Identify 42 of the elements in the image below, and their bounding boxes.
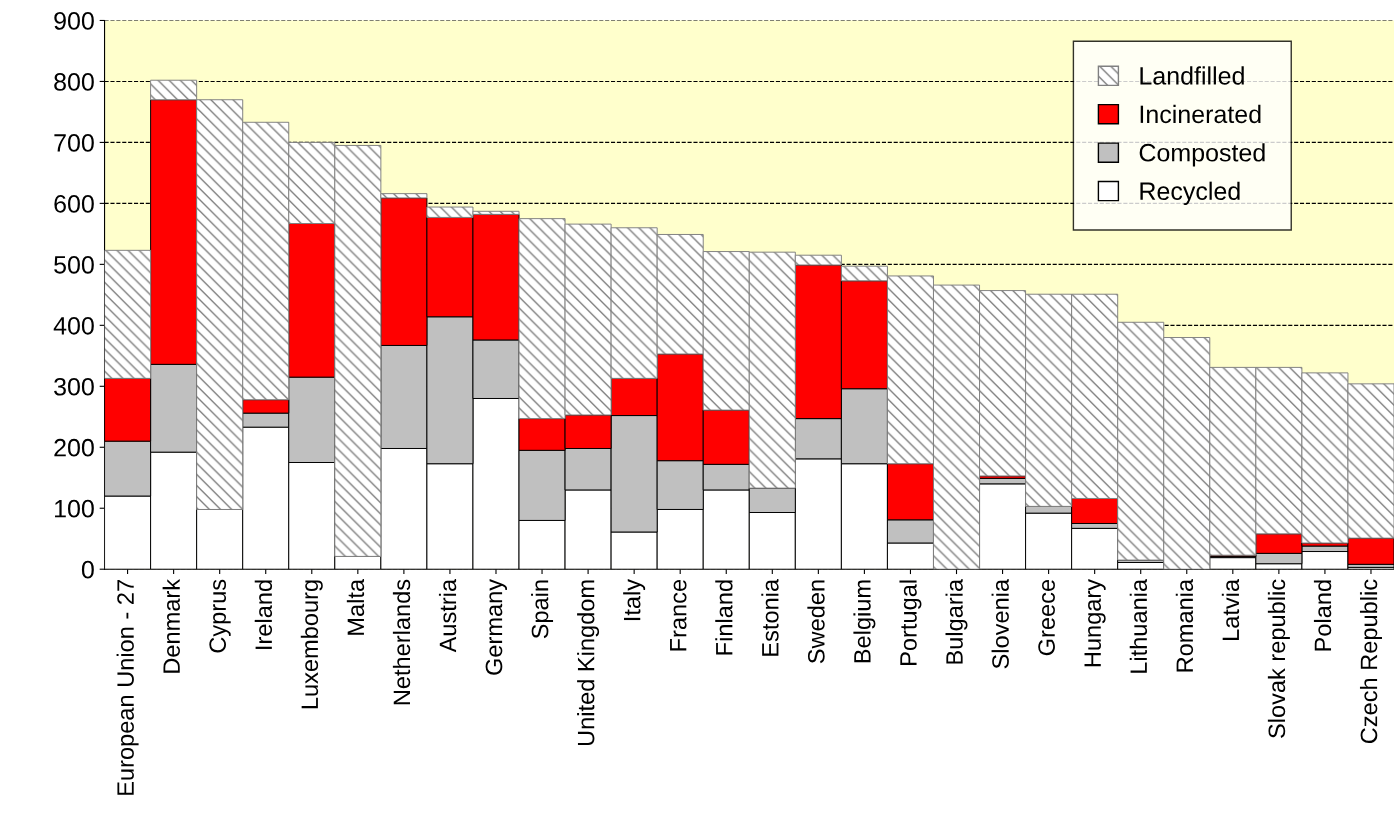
x-tick-label: France — [670, 579, 687, 651]
x-tick-label: Sweden — [807, 580, 825, 664]
x-tick-label: Finland — [715, 580, 733, 655]
x-tick-label: Belgium — [853, 580, 876, 663]
legend-label: Landfilled — [1140, 66, 1244, 85]
x-tick-label: European Union - 27 — [116, 580, 139, 795]
x-tick-label: Lithuania — [1129, 578, 1148, 673]
x-tick-label: Slovenia — [991, 578, 1009, 669]
x-tick-label: Slovak republic — [1267, 579, 1290, 738]
x-tick-label: Poland — [1313, 580, 1332, 651]
x-tick-label: Bulgaria — [945, 578, 968, 664]
legend-label: Composted — [1139, 143, 1265, 167]
y-tick-label: 400 — [53, 316, 94, 335]
y-tick-label: 600 — [54, 194, 94, 213]
x-tick-label: Romania — [1175, 578, 1194, 672]
x-tick-label: Netherlands — [392, 579, 411, 705]
x-tick-label: Cyprus — [209, 579, 231, 653]
x-tick-label: Estonia — [761, 578, 779, 656]
x-tick-label: Czech Republic — [1359, 579, 1382, 744]
x-tick-label: Luxembourg — [300, 580, 323, 709]
x-tick-label: Austria — [438, 578, 457, 653]
x-tick-label: Italy — [623, 578, 646, 621]
y-tick-label: 200 — [54, 438, 94, 457]
y-tick-label: 700 — [54, 134, 94, 152]
legend-label: Incinerated — [1140, 104, 1261, 124]
x-tick-label: Spain — [531, 580, 554, 639]
x-tick-label: Denmark — [162, 578, 180, 673]
x-tick-label: Hungary — [1084, 578, 1106, 667]
x-tick-label: Latvia — [1221, 578, 1240, 640]
x-tick-label: Ireland — [254, 580, 273, 649]
x-tick-label: Portugal — [899, 580, 922, 665]
y-tick-label: 300 — [54, 377, 94, 396]
y-tick-label: 900 — [54, 12, 94, 30]
legend-label: Recycled — [1140, 181, 1240, 205]
y-tick-label: 500 — [54, 255, 94, 274]
x-tick-label: Germany — [485, 578, 507, 675]
y-tick-label: 100 — [55, 499, 94, 518]
x-tick-label: Malta — [346, 578, 365, 635]
y-tick-label: 0 — [81, 560, 94, 579]
x-tick-label: United Kingdom — [577, 580, 600, 746]
y-tick-label: 800 — [54, 73, 94, 91]
x-tick-label: Greece — [1038, 579, 1055, 656]
